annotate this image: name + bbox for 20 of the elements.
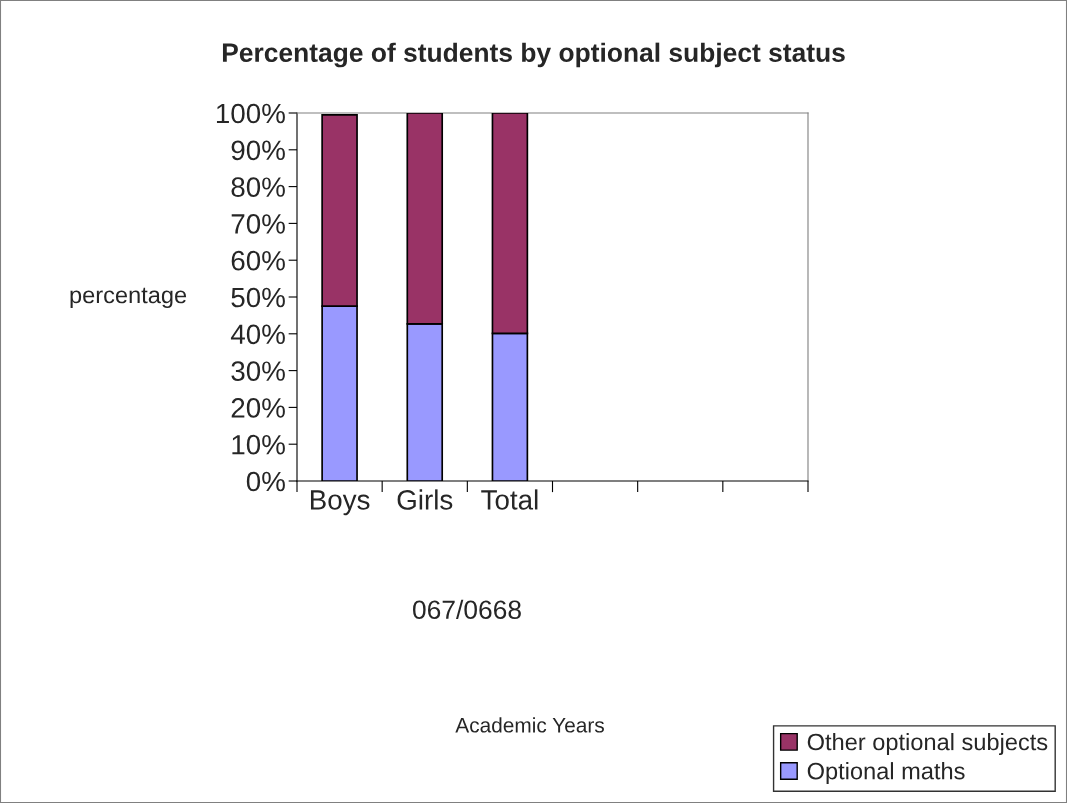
text: 067/0668	[413, 599, 521, 620]
y-tick-label: 70%	[231, 214, 285, 234]
y-tick-label: 60%	[231, 250, 285, 271]
y-tick-label: 30%	[231, 361, 285, 381]
y-tick-label: 20%	[231, 398, 285, 418]
legend-label: Optional maths	[807, 762, 965, 785]
y-axis-title: percentage	[70, 287, 187, 309]
y-tick-label: 50%	[231, 287, 285, 308]
legend-label: Other optional subjects	[807, 733, 1048, 756]
x-tick-label: Girls	[397, 489, 453, 510]
y-tick-label: 80%	[231, 177, 285, 197]
x-tick-label: Total	[481, 489, 538, 510]
y-tick-label: 90%	[231, 140, 285, 161]
y-tick-label: 10%	[232, 434, 285, 455]
y-tick-label: 40%	[230, 324, 285, 345]
chart-title: Percentage of students by optional subject status	[222, 42, 845, 68]
x-tick-label: Boys	[310, 490, 370, 516]
y-tick-label: 100%	[216, 103, 285, 124]
text: Academic Years	[455, 717, 604, 733]
y-tick-label: 0%	[246, 471, 285, 492]
